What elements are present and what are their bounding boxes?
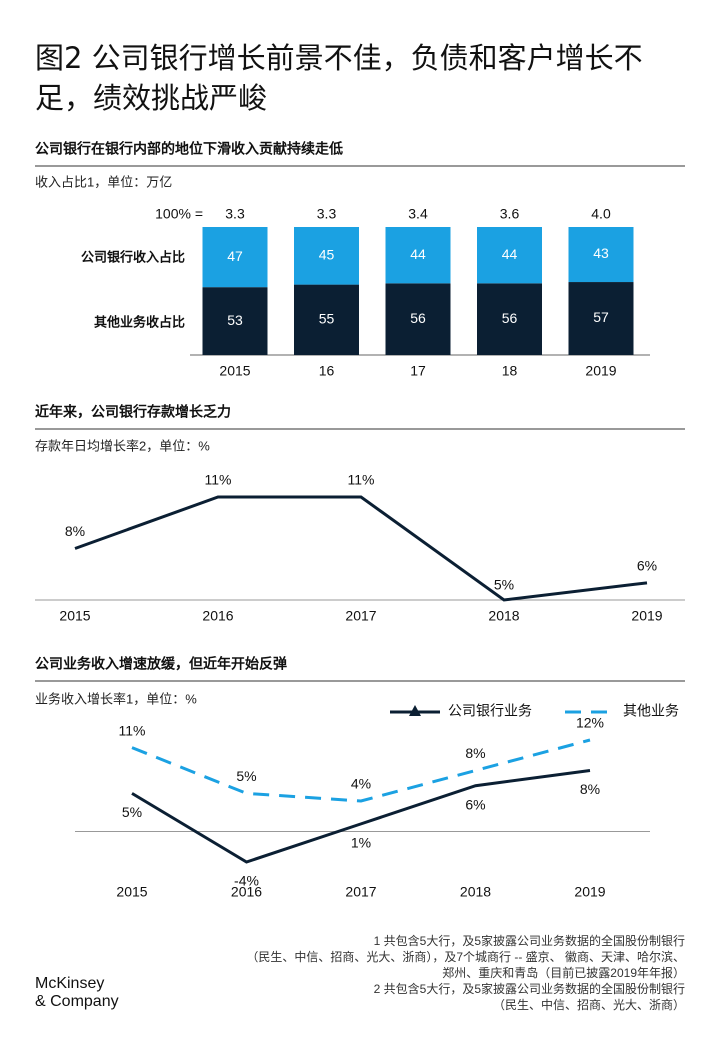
legend-label: 其他业务 (623, 703, 679, 719)
data-label: 55 (319, 311, 335, 327)
footnote: （民生、中信、招商、光大、浙商），及7个城商行 -- 盛京、 徽商、天津、哈尔滨… (246, 949, 685, 964)
footnote: （民生、中信、招商、光大、浙商） (493, 997, 685, 1012)
bar-segment (385, 283, 451, 355)
data-label: 47 (227, 248, 243, 264)
data-label: 6% (465, 796, 485, 812)
x-tick-label: 2017 (345, 884, 376, 900)
x-tick-label: 2017 (345, 608, 376, 624)
section-subtitle: 收入占比1，单位：万亿 (35, 174, 172, 189)
data-label: 57 (593, 309, 609, 325)
line (74, 495, 648, 602)
data-label: 43 (593, 245, 609, 261)
logo: McKinsey (35, 975, 104, 992)
bar-segment (568, 282, 634, 355)
section-subtitle: 存款年日均增长率2，单位：% (35, 438, 210, 453)
data-label: 44 (502, 246, 518, 262)
x-tick-label: 2015 (116, 884, 147, 900)
legend-label: 公司银行业务 (448, 703, 532, 719)
bar-segment (568, 227, 634, 283)
page-title: 图2 公司银行增长前景不佳，负债和客户增长不足，绩效挑战严峻 (35, 41, 643, 115)
legend-label: 其他业务收占比 (94, 314, 185, 329)
x-tick-label: 18 (502, 363, 518, 379)
bar-segment (202, 227, 268, 288)
x-tick-label: 2015 (219, 363, 250, 379)
x-tick-label: 2018 (488, 608, 519, 624)
data-label: 56 (410, 310, 426, 326)
data-label: 12% (576, 715, 604, 731)
section-title: 公司业务收入增速放缓，但近年开始反弹 (35, 656, 287, 672)
legend-label: 公司银行收入占比 (81, 249, 185, 264)
total-label: 100% = (155, 206, 203, 222)
total-value: 3.4 (408, 206, 428, 222)
data-label: 5% (122, 804, 142, 820)
total-value: 3.3 (225, 206, 245, 222)
data-label: 5% (236, 768, 256, 784)
x-tick-label: 17 (410, 363, 426, 379)
data-label: 11% (205, 472, 232, 488)
data-label: -4% (234, 873, 259, 889)
data-label: 56 (502, 310, 518, 326)
line (131, 738, 591, 803)
bar-segment (294, 227, 359, 285)
footnote: 2 共包含5大行，及5家披露公司业务数据的全国股份制银行 (374, 981, 685, 996)
footnote: 1 共包含5大行，及5家披露公司业务数据的全国股份制银行 (374, 933, 685, 948)
x-tick-label: 2015 (59, 608, 90, 624)
section-subtitle: 业务收入增长率1，单位：% (35, 691, 197, 706)
total-value: 3.6 (500, 206, 520, 222)
bar-segment (385, 227, 451, 284)
x-tick-label: 2016 (202, 608, 233, 624)
data-label: 11% (119, 722, 146, 738)
data-label: 1% (351, 835, 371, 851)
total-value: 4.0 (591, 206, 611, 222)
section-title: 近年来，公司银行存款增长乏力 (35, 404, 231, 420)
data-label: 4% (351, 776, 371, 792)
footnote: 郑州、重庆和青岛（目前已披露2019年年报） (442, 965, 685, 980)
section-title: 公司银行在银行内部的地位下滑收入贡献持续走低 (35, 141, 343, 157)
data-label: 8% (65, 523, 85, 539)
logo: & Company (35, 993, 119, 1010)
x-tick-label: 16 (319, 363, 335, 379)
line (131, 769, 591, 864)
x-tick-label: 2016 (231, 884, 262, 900)
bar-segment (202, 287, 268, 355)
legend-marker (409, 705, 421, 716)
data-label: 44 (410, 246, 426, 262)
data-label: 5% (494, 577, 514, 593)
x-tick-label: 2019 (574, 884, 605, 900)
x-tick-label: 2019 (585, 363, 616, 379)
data-label: 45 (319, 247, 335, 263)
x-tick-label: 2019 (631, 608, 662, 624)
total-value: 3.3 (317, 206, 337, 222)
bar-segment (477, 227, 542, 284)
data-label: 8% (465, 745, 485, 761)
x-tick-label: 2018 (460, 884, 491, 900)
data-label: 11% (348, 472, 375, 488)
data-label: 8% (580, 781, 600, 797)
bar-segment (294, 284, 359, 355)
data-label: 6% (637, 558, 657, 574)
data-label: 53 (227, 312, 243, 328)
bar-segment (477, 283, 542, 355)
